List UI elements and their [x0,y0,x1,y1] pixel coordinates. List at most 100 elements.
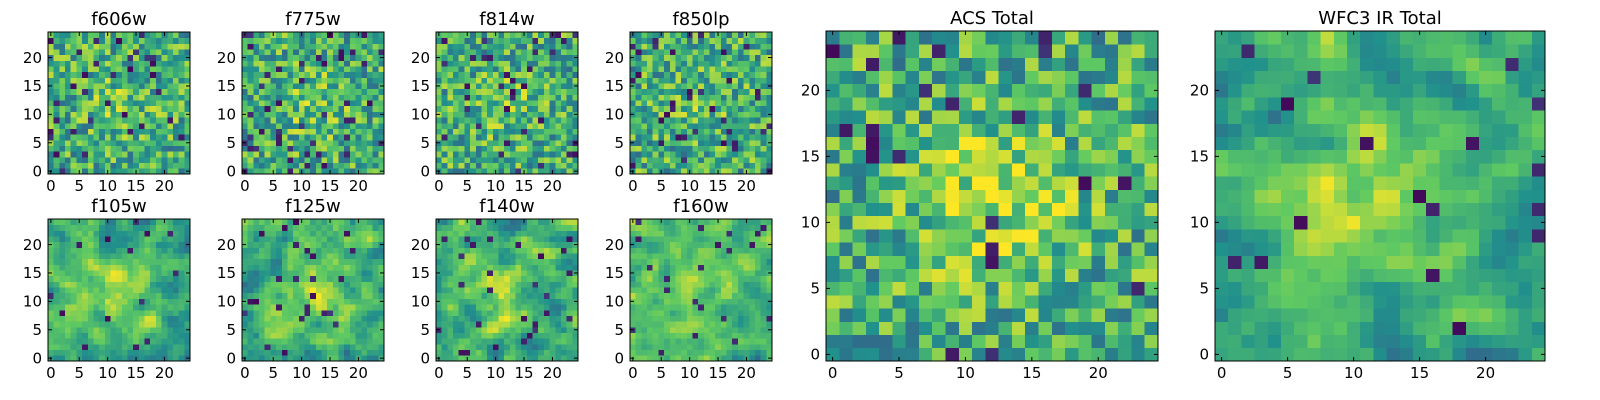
heatmap-cell [487,105,494,112]
heatmap-cell [526,151,533,158]
heatmap-cell [116,343,123,351]
heatmap-cell [481,134,488,141]
heatmap-cell [737,151,744,158]
heatmap-cell [247,37,254,44]
x-tick-label: 20 [737,177,756,195]
heatmap-cell [652,151,659,158]
heatmap-cell [327,343,334,351]
heatmap-cell [766,49,773,56]
x-tick-label: 0 [240,177,250,195]
heatmap-cell [259,54,266,61]
heatmap-cell [281,37,288,44]
heatmap-cell [349,247,356,254]
heatmap-cell [48,37,55,44]
heatmap-cell [543,338,550,345]
heatmap-cell [555,224,562,231]
heatmap-cell [504,122,511,129]
heatmap-cell [355,128,362,135]
heatmap-cell [766,122,773,129]
heatmap-cell [754,275,762,282]
heatmap-cell [116,151,123,158]
heatmap-cell [515,241,522,248]
heatmap-cell [253,338,260,345]
heatmap-cell [276,219,283,226]
heatmap-cell [138,128,145,135]
heatmap-cell [492,71,499,78]
heatmap-cell [366,145,374,152]
heatmap-cell [726,315,733,322]
heatmap-cell [150,304,157,311]
heatmap-cell [732,304,739,311]
heatmap-cell [441,219,448,226]
heatmap-cell [110,162,117,169]
heatmap-cell [361,134,368,141]
heatmap-cell [138,60,145,67]
heatmap-cell [155,270,162,277]
heatmap-cell [270,236,277,243]
heatmap-cell [138,258,145,265]
heatmap-cell [344,43,351,50]
heatmap-cell [53,49,60,56]
heatmap-cell [504,94,511,101]
heatmap-cell [127,32,134,39]
heatmap-cell [287,270,294,277]
heatmap-cell [509,236,516,243]
heatmap-cell [65,355,72,362]
heatmap-cell [366,258,374,265]
heatmap-cell [172,105,180,112]
heatmap-cell [504,343,511,351]
heatmap-cell [521,117,528,124]
heatmap-cell [167,162,174,169]
heatmap-cell [127,258,134,265]
heatmap-cell [560,275,568,282]
heatmap-cell [675,100,682,107]
heatmap-cell [641,66,648,73]
heatmap-cell [270,162,277,169]
heatmap-cell [310,315,317,322]
heatmap-cell [526,258,533,265]
heatmap-cell [572,32,579,39]
heatmap-cell [138,168,145,175]
heatmap-cell [504,332,511,339]
heatmap-cell [133,349,140,356]
heatmap-cell [475,315,482,322]
heatmap-cell [498,139,505,146]
heatmap-cell [150,134,157,141]
heatmap-cell [127,355,134,362]
heatmap-cell [526,162,533,169]
heatmap-cell [281,100,288,107]
heatmap-cell [464,128,471,135]
heatmap-cell [247,111,254,118]
heatmap-cell [138,117,145,124]
heatmap-cell [242,247,249,254]
heatmap-cell [59,264,66,271]
heatmap-cell [378,37,385,44]
heatmap-cell [698,105,705,112]
heatmap-cell [338,321,345,328]
heatmap-cell [504,224,511,231]
heatmap-cell [526,304,533,311]
heatmap-cell [253,292,260,299]
heatmap-cell [304,162,311,169]
heatmap-cell [720,287,727,294]
heatmap-cell [138,162,145,169]
heatmap-cell [498,151,505,158]
heatmap-f606w [48,32,191,175]
heatmap-cell [749,71,756,78]
heatmap-cell [161,275,168,282]
heatmap-cell [669,83,676,90]
heatmap-cell [127,100,134,107]
heatmap-cell [298,343,305,351]
heatmap-cell [538,117,545,124]
heatmap-cell [247,258,254,265]
heatmap-cell [355,151,362,158]
heatmap-cell [150,151,157,158]
heatmap-cell [247,343,254,351]
heatmap-cell [315,241,322,248]
heatmap-cell [332,139,339,146]
heatmap-cell [270,332,277,339]
heatmap-cell [681,156,688,164]
heatmap-cell [504,219,511,226]
heatmap-cell [355,321,362,328]
heatmap-cell [378,71,385,78]
